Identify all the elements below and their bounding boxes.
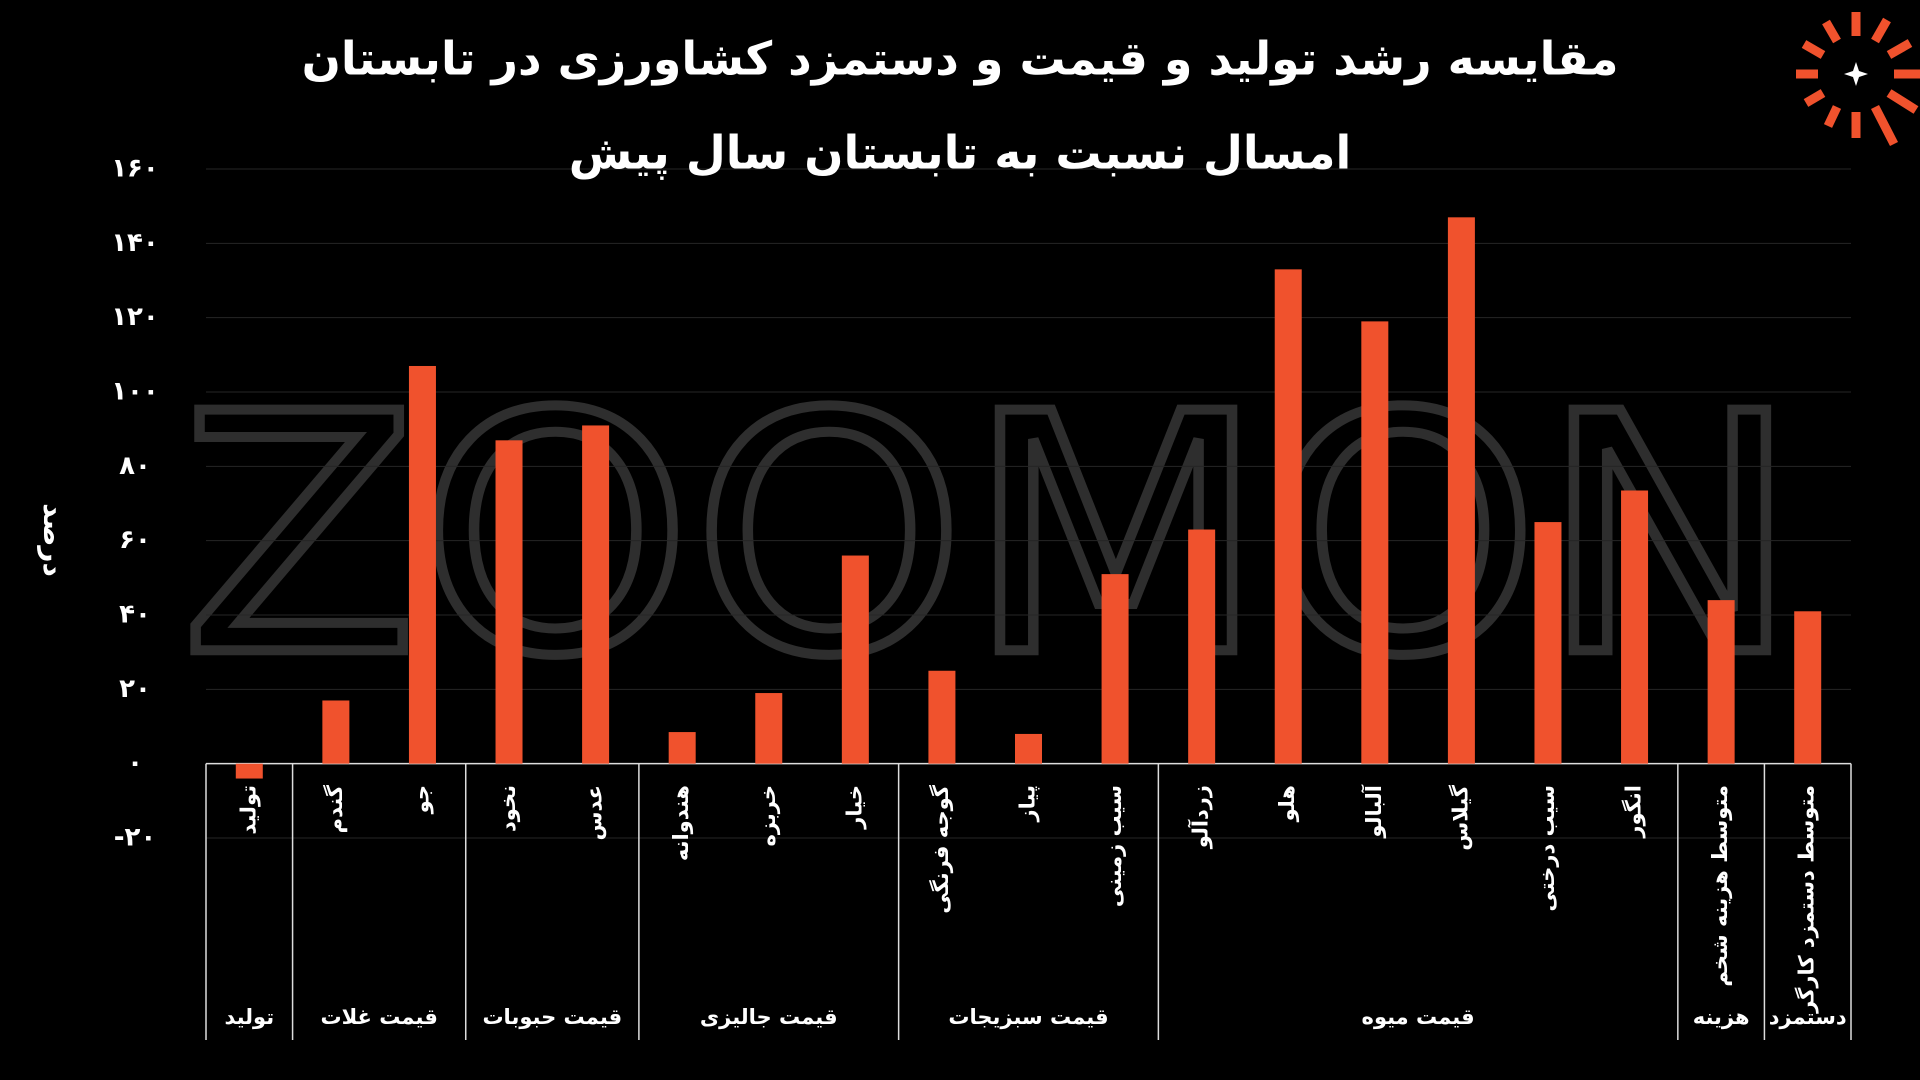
x-tick-label: آلبالو [1361, 784, 1386, 838]
bar [841, 555, 869, 764]
x-tick-label: خربزه [756, 785, 780, 847]
x-tick-label: تولید [236, 785, 260, 835]
group-label: قیمت سبزیجات [948, 1005, 1108, 1029]
group-label: دستمزد [1769, 1005, 1847, 1029]
bar [1188, 529, 1216, 764]
y-tick-label: ۶۰ [119, 525, 151, 555]
x-tick-label: هندوانه [669, 785, 693, 861]
y-axis-label: درصد [37, 503, 70, 577]
x-tick-label: جو [409, 785, 433, 814]
bar [408, 365, 436, 764]
x-tick-label: هلو [1275, 785, 1299, 822]
y-tick-label: -۲۰ [114, 823, 157, 853]
bar [582, 425, 610, 764]
bar [322, 700, 350, 764]
chart-title: مقایسه رشد تولید و قیمت و دستمزد کشاورزی… [302, 32, 1619, 86]
watermark: ZOOMON [180, 344, 1800, 728]
x-tick-label: گندم [322, 784, 347, 833]
x-tick-label: پیاز [1016, 785, 1040, 822]
x-tick-label: متوسط دستمزد کارگر [1794, 785, 1819, 1014]
y-tick-label: ۴۰ [119, 600, 151, 630]
x-tick-label: نخود [496, 785, 520, 832]
bar [668, 732, 696, 764]
group-label: قیمت میوه [1362, 1005, 1475, 1029]
y-tick-label: ۱۴۰ [111, 228, 159, 258]
x-tick-label: عدس [583, 785, 607, 840]
y-tick-label: ۱۶۰ [111, 154, 159, 184]
group-label: قیمت غلات [320, 1005, 437, 1029]
chart-title: امسال نسبت به تابستان سال پیش [569, 126, 1351, 181]
y-tick-label: ۲۰ [119, 674, 151, 704]
bar [1534, 522, 1562, 764]
y-tick-label: ۱۲۰ [111, 302, 159, 332]
bar [928, 670, 956, 764]
y-tick-label: ۱۰۰ [111, 377, 159, 407]
x-tick-label: گیلاس [1447, 784, 1472, 850]
bar [1447, 217, 1475, 764]
x-tick-label: انگور [1621, 785, 1646, 839]
bar [1621, 490, 1649, 764]
y-tick-label: ۰ [127, 748, 143, 778]
x-tick-label: خیار [842, 785, 866, 830]
bar [1015, 733, 1042, 764]
x-tick-label: سیب زمینی [1102, 785, 1126, 907]
bar [495, 440, 523, 764]
y-tick-label: ۸۰ [119, 451, 151, 481]
group-label: قیمت حبوبات [482, 1005, 622, 1029]
bar [755, 693, 783, 764]
bar [1101, 574, 1129, 764]
bar [1794, 611, 1822, 764]
group-label: هزینه [1693, 1005, 1750, 1029]
group-label: تولید [224, 1005, 274, 1029]
x-tick-label: گوجه فرنگی [928, 784, 953, 914]
logo [1796, 12, 1920, 147]
x-tick-label: سیب درختی [1535, 785, 1559, 912]
x-tick-label: متوسط هزینه شخم [1708, 785, 1732, 987]
bar [1274, 269, 1302, 764]
group-label: قیمت جالیزی [700, 1005, 838, 1029]
bar [1707, 600, 1735, 764]
bar [235, 763, 263, 779]
bar [1361, 321, 1389, 764]
x-tick-label: زردآلو [1188, 785, 1213, 849]
